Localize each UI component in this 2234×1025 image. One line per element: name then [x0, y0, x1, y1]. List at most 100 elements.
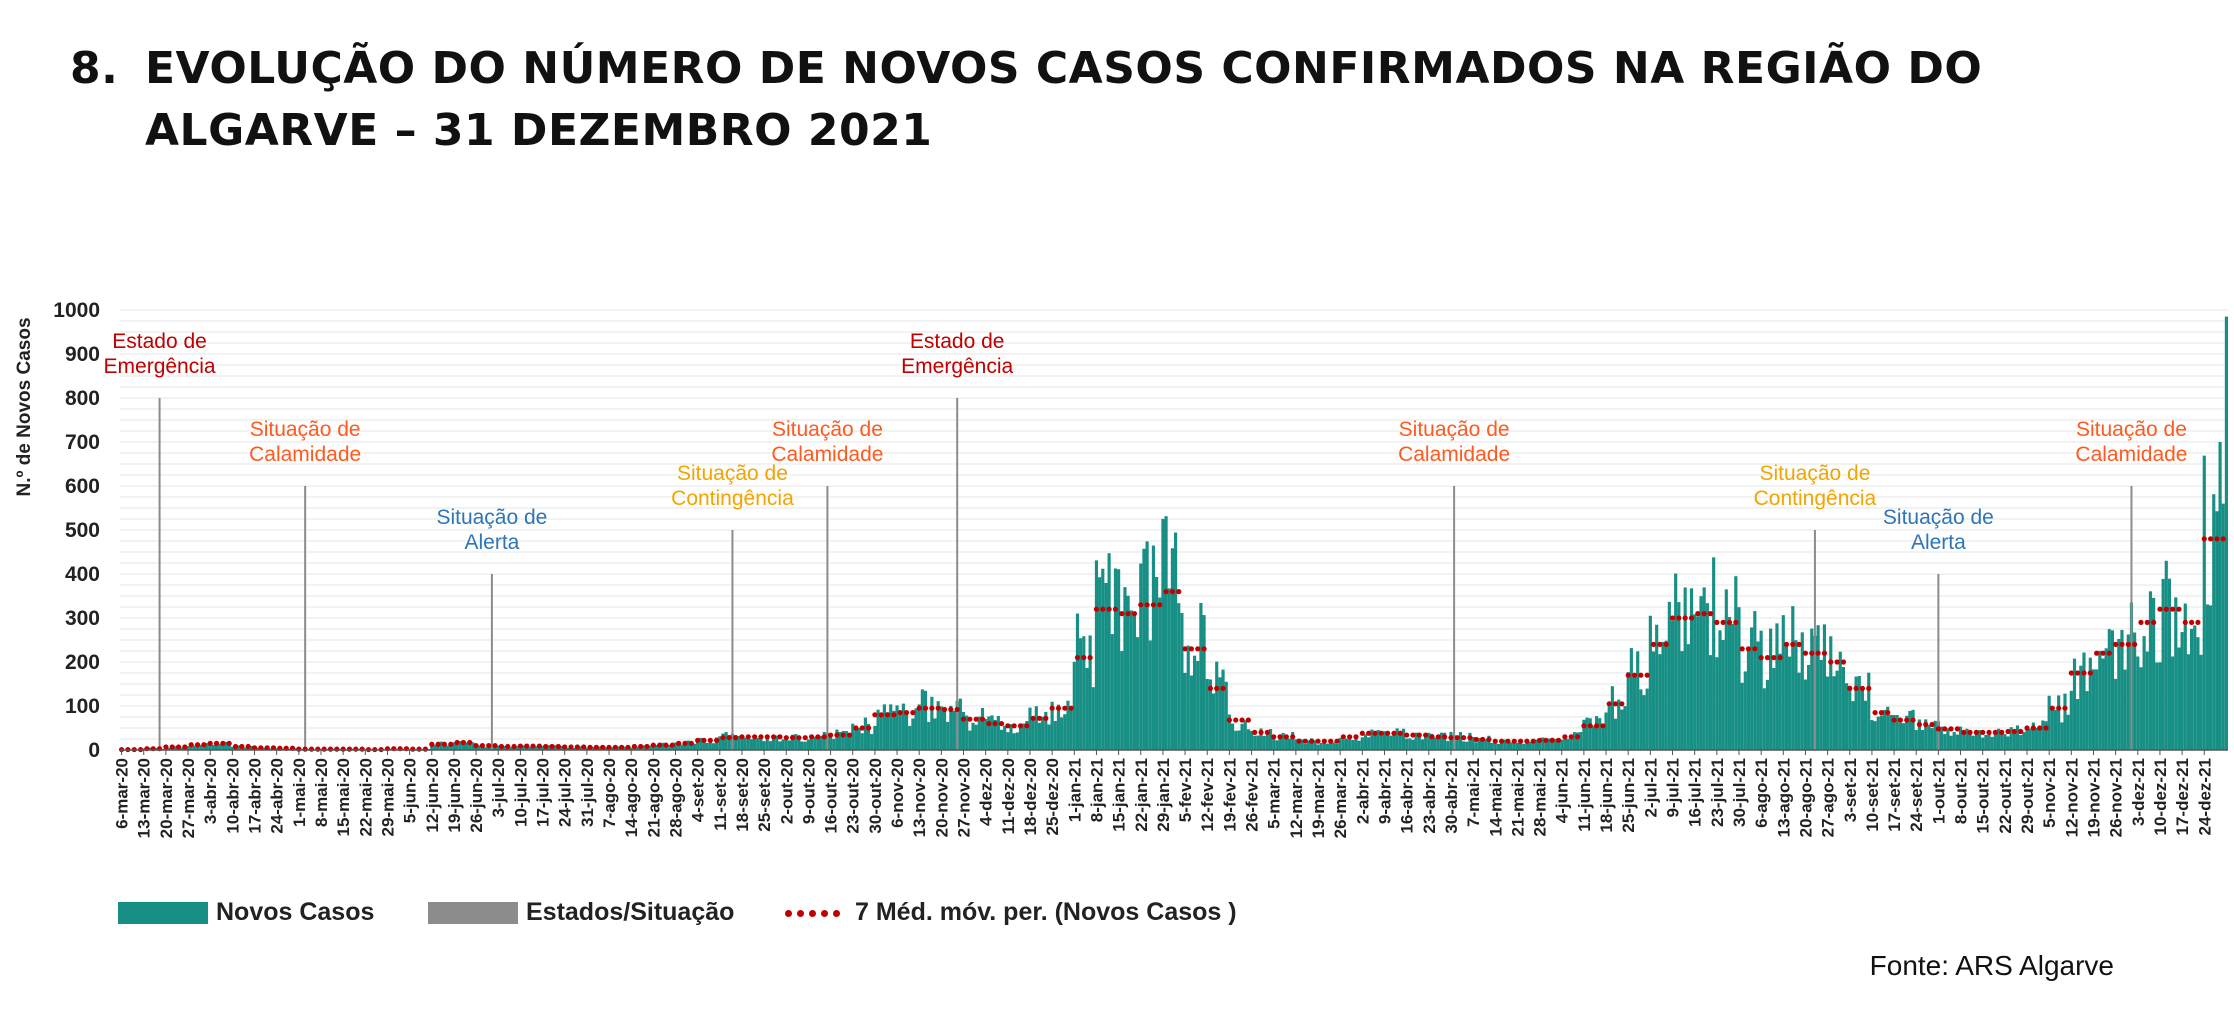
bar [1879, 715, 1883, 750]
y-tick-label: 500 [65, 519, 100, 542]
x-tick-label: 2-abr-21 [1353, 758, 1372, 824]
moving-average-point [1030, 715, 1036, 721]
bar [753, 736, 757, 750]
moving-average-point [1891, 717, 1897, 723]
bar [1800, 632, 1804, 750]
bar [1170, 548, 1174, 750]
moving-average-point [612, 744, 618, 750]
bar [1876, 716, 1880, 750]
moving-average-point [239, 743, 245, 750]
moving-average-point [1043, 715, 1049, 721]
bar [1528, 741, 1532, 750]
bar [635, 746, 640, 750]
moving-average-point [220, 740, 226, 746]
moving-average-point [1543, 737, 1549, 743]
bar [768, 741, 773, 750]
x-tick-label: 2-out-20 [777, 758, 796, 824]
moving-average-point [1923, 721, 1929, 728]
moving-average-point [771, 734, 777, 740]
state-marker-label-line: Contingência [1754, 487, 1877, 510]
moving-average-point [2068, 670, 2074, 676]
moving-average-point [2195, 619, 2201, 625]
moving-average-point [1935, 726, 1941, 732]
bar [1512, 740, 1516, 750]
moving-average-point [1119, 611, 1125, 617]
moving-average-point [695, 737, 701, 743]
bar [1788, 656, 1792, 750]
bar [1924, 719, 1928, 750]
bar [2091, 669, 2096, 750]
bar [1648, 615, 1652, 750]
bar [1319, 742, 1323, 750]
moving-average-point [973, 716, 979, 722]
bar [1240, 723, 1244, 750]
moving-average-point [663, 742, 669, 748]
bar [629, 747, 633, 750]
legend-label-states: Estados/Situação [526, 898, 735, 926]
bar [1756, 641, 1760, 750]
bar [1531, 739, 1535, 750]
bar [1246, 729, 1250, 750]
bar [502, 746, 507, 750]
moving-average-point [1878, 710, 1885, 716]
bar [1901, 723, 1906, 750]
bar [430, 745, 434, 750]
bar [249, 745, 253, 750]
moving-average-point [1005, 723, 1011, 729]
bar [1927, 725, 1931, 750]
bar [2221, 503, 2225, 750]
bar [1778, 653, 1782, 750]
moving-average-point [1340, 734, 1346, 740]
moving-average-point [1682, 615, 1688, 621]
bar [1889, 714, 1893, 750]
bar [898, 712, 902, 750]
moving-average-point [967, 716, 973, 722]
bar [740, 736, 744, 750]
bar [1177, 603, 1181, 750]
x-tick-label: 22-jan-21 [1132, 758, 1151, 832]
bar [1329, 741, 1333, 750]
moving-average-point [802, 735, 808, 741]
state-marker-label: Situação de Contingência [1754, 462, 1877, 510]
moving-average-point [948, 706, 954, 713]
moving-average-point [258, 745, 264, 751]
bar [1025, 721, 1029, 750]
bar [1060, 717, 1064, 750]
moving-average-point [245, 743, 251, 750]
moving-average-point [1081, 655, 1087, 661]
x-tick-label: 27-nov-20 [955, 758, 974, 837]
moving-average-point [1201, 646, 1207, 652]
bar [806, 739, 811, 750]
bar [1835, 670, 1839, 750]
moving-average-point [2049, 705, 2055, 711]
bar [749, 739, 754, 750]
moving-average-point [986, 721, 992, 727]
bar [1098, 577, 1102, 750]
state-marker-label: Situação de Calamidade [771, 418, 883, 466]
bar [471, 742, 475, 750]
bar [1683, 587, 1687, 750]
bar [828, 733, 833, 750]
moving-average-point [1024, 723, 1030, 729]
bar [1268, 729, 1273, 750]
moving-average-point [2132, 641, 2138, 647]
bar [1506, 741, 1510, 750]
bar [1259, 728, 1263, 750]
moving-average-point [2056, 705, 2062, 711]
bar [1072, 661, 1076, 750]
bar [1322, 741, 1326, 750]
bar [585, 747, 589, 750]
bar [1674, 573, 1678, 750]
bar [154, 748, 158, 750]
bar [528, 746, 532, 750]
moving-average-point [1397, 730, 1403, 736]
bar [1224, 681, 1228, 750]
moving-average-point [1353, 734, 1359, 740]
moving-average-point [1302, 738, 1308, 744]
moving-average-point [188, 742, 194, 748]
bar [1066, 700, 1070, 750]
state-marker-label-line: Alerta [1911, 531, 1966, 554]
bar [1677, 602, 1681, 750]
source-note: Fonte: ARS Algarve [1869, 950, 2114, 981]
bar [772, 735, 776, 750]
